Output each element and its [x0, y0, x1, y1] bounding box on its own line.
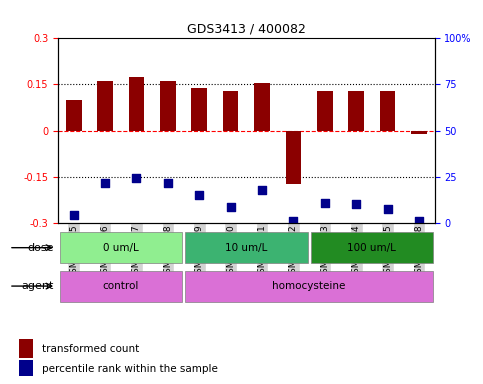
Bar	[348, 91, 364, 131]
Bar	[254, 83, 270, 131]
Point	[164, 180, 172, 186]
Bar	[317, 91, 333, 131]
FancyBboxPatch shape	[59, 270, 182, 302]
Bar	[380, 91, 396, 131]
Text: 0 um/L: 0 um/L	[103, 243, 139, 253]
FancyBboxPatch shape	[59, 232, 182, 263]
Title: GDS3413 / 400082: GDS3413 / 400082	[187, 23, 306, 36]
Bar	[19, 360, 33, 376]
Text: homocysteine: homocysteine	[272, 281, 346, 291]
FancyBboxPatch shape	[311, 232, 433, 263]
Point	[195, 192, 203, 198]
Point	[227, 204, 235, 210]
Bar	[160, 81, 176, 131]
Text: 100 um/L: 100 um/L	[347, 243, 397, 253]
Point	[415, 218, 423, 224]
Point	[290, 218, 298, 224]
Text: percentile rank within the sample: percentile rank within the sample	[42, 364, 218, 374]
Text: agent: agent	[22, 281, 54, 291]
Text: 10 um/L: 10 um/L	[225, 243, 268, 253]
Point	[384, 206, 392, 212]
Bar	[223, 91, 239, 131]
Text: control: control	[102, 281, 139, 291]
Bar	[191, 88, 207, 131]
Text: dose: dose	[28, 243, 54, 253]
Bar	[97, 81, 113, 131]
Bar	[66, 100, 82, 131]
Bar	[128, 77, 144, 131]
Bar	[411, 131, 427, 134]
FancyBboxPatch shape	[185, 232, 308, 263]
Text: transformed count: transformed count	[42, 344, 140, 354]
Point	[353, 201, 360, 207]
Point	[258, 187, 266, 194]
Point	[70, 212, 78, 218]
Point	[101, 180, 109, 186]
Point	[321, 200, 328, 206]
Point	[133, 175, 141, 181]
FancyBboxPatch shape	[185, 270, 433, 302]
Bar	[19, 339, 33, 358]
Bar	[285, 131, 301, 184]
